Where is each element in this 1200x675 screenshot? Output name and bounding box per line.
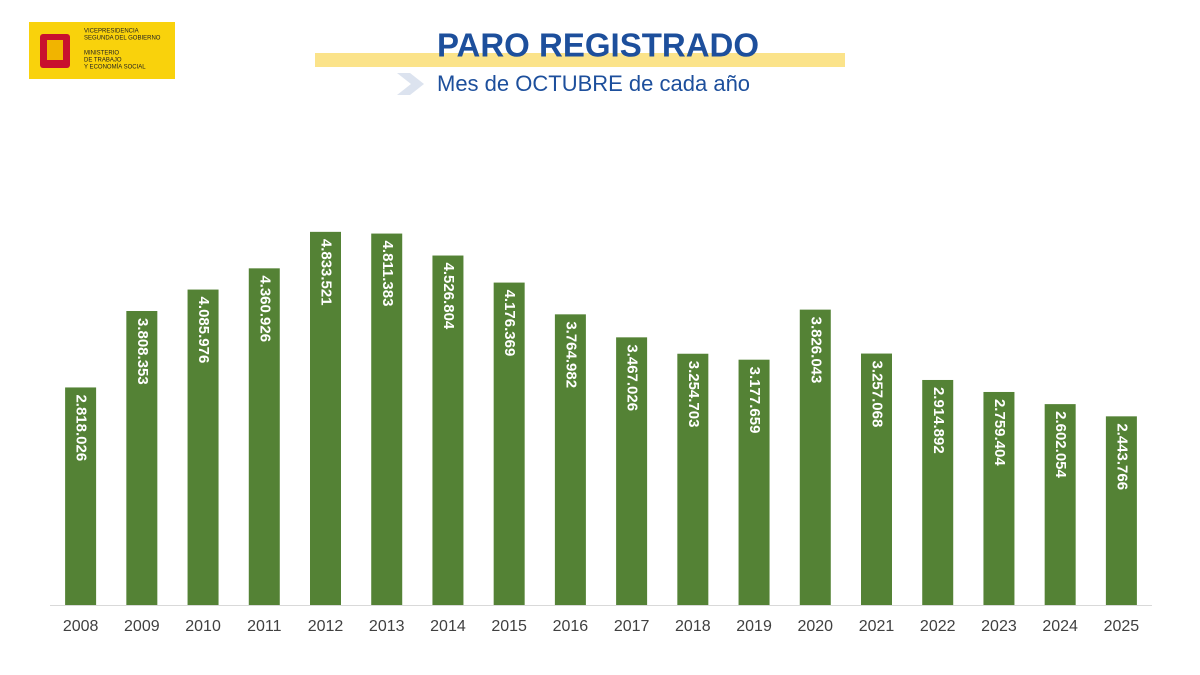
bar	[432, 255, 464, 605]
value-label: 4.833.521	[318, 239, 335, 306]
value-label: 3.254.703	[685, 361, 702, 428]
chevron	[397, 73, 424, 95]
value-label: 4.811.383	[379, 241, 396, 307]
x-tick-label: 2011	[247, 618, 282, 635]
value-label: 4.085.976	[195, 297, 212, 364]
value-label: 2.914.892	[930, 387, 947, 454]
x-tick-label: 2014	[430, 618, 466, 635]
x-tick-label: 2025	[1104, 618, 1140, 635]
bar	[248, 268, 280, 605]
x-tick-label: 2019	[736, 618, 772, 635]
x-tick-label: 2010	[185, 618, 221, 635]
bar	[799, 309, 831, 605]
bar	[371, 233, 403, 606]
bar	[1044, 404, 1076, 605]
bar	[493, 282, 525, 605]
value-label: 2.759.404	[991, 399, 1008, 466]
logo-text: Y ECONOMÍA SOCIAL	[84, 64, 146, 71]
logo: VICEPRESIDENCIA SEGUNDA DEL GOBIERNO MIN…	[29, 22, 175, 79]
bar	[616, 337, 648, 605]
bar	[126, 310, 158, 605]
logo-shield-inner	[47, 40, 63, 60]
x-tick-label: 2021	[859, 618, 895, 635]
title-highlight	[315, 53, 845, 67]
bar	[65, 387, 97, 605]
value-label: 3.764.982	[562, 321, 579, 388]
x-tick-label: 2015	[491, 618, 527, 635]
bar	[738, 359, 770, 605]
value-label: 2.443.766	[1113, 423, 1130, 490]
value-label: 4.360.926	[256, 275, 273, 342]
bar	[677, 353, 709, 605]
x-tick-label: 2024	[1042, 618, 1078, 635]
value-label: 2.818.026	[73, 394, 90, 461]
logo-text: VICEPRESIDENCIA	[84, 29, 139, 35]
x-tick-label: 2016	[553, 618, 589, 635]
value-label: 2.602.054	[1052, 411, 1069, 478]
logo-text: MINISTERIO	[84, 51, 119, 57]
bar	[310, 231, 341, 605]
x-tick-label: 2009	[124, 618, 160, 635]
x-tick-label: 2013	[369, 618, 405, 635]
bar	[922, 379, 954, 605]
value-label: 3.467.026	[624, 344, 641, 411]
value-label: 3.257.068	[869, 361, 886, 428]
logo-text: DE TRABAJO	[84, 58, 122, 64]
value-label: 3.826.043	[807, 317, 824, 384]
x-tick-label: 2008	[63, 618, 99, 635]
x-tick-label: 2018	[675, 618, 711, 635]
bar	[187, 289, 219, 605]
bar	[554, 314, 586, 605]
value-label: 3.177.659	[746, 367, 763, 434]
chart-subtitle: Mes de OCTUBRE de cada año	[437, 71, 750, 96]
x-tick-label: 2020	[797, 618, 833, 635]
bar	[861, 353, 892, 605]
value-label: 4.526.804	[440, 263, 457, 330]
value-label: 3.808.353	[134, 318, 151, 385]
x-tick-label: 2012	[308, 618, 344, 635]
x-tick-label: 2023	[981, 618, 1017, 635]
x-tick-label: 2017	[614, 618, 650, 635]
chart-title: PARO REGISTRADO	[437, 27, 759, 64]
value-label: 4.176.369	[501, 290, 518, 357]
bar	[983, 391, 1015, 605]
bar	[1105, 416, 1137, 605]
x-tick-label: 2022	[920, 618, 956, 635]
logo-text: SEGUNDA DEL GOBIERNO	[84, 36, 161, 42]
